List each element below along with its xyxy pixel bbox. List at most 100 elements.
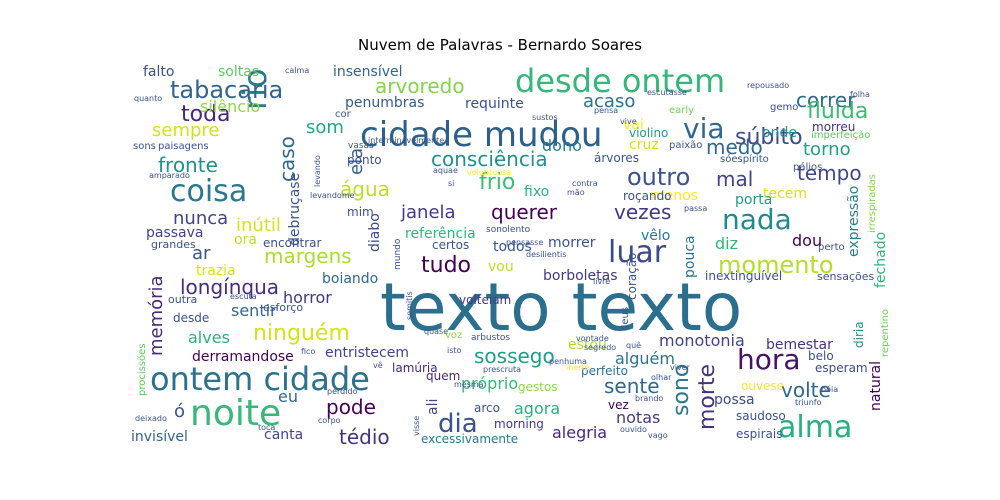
word: coração (625, 252, 639, 300)
word: vasas (348, 141, 374, 151)
word: mundo (393, 238, 403, 270)
word: passava (146, 225, 204, 241)
word: monotonia (659, 331, 745, 350)
word: falto (143, 64, 174, 80)
word: todos (493, 239, 532, 255)
word: quem (426, 369, 460, 383)
word: fixo (524, 184, 549, 200)
word: possa (714, 392, 755, 408)
word: bóia (821, 384, 838, 394)
word: voluptuosa (467, 168, 511, 177)
word: invisível (131, 429, 188, 445)
word: esforço (263, 301, 303, 314)
word: excessivamente (421, 432, 518, 446)
word: ar (192, 243, 211, 264)
word: trazia (196, 263, 236, 279)
word: perto (818, 242, 845, 253)
word: levandome (310, 191, 355, 200)
word: entristecem (325, 345, 409, 361)
word: sons (133, 141, 156, 152)
word: folha (850, 90, 870, 99)
word: via (683, 112, 725, 145)
word: violino (629, 126, 668, 140)
word: roçando (623, 189, 672, 203)
word: olhar (651, 373, 672, 382)
word: vou (488, 259, 514, 275)
word: súbito (735, 125, 803, 150)
word: ponto (347, 153, 382, 167)
word: sustos (532, 113, 558, 122)
word: cruz (629, 137, 659, 153)
word: certos (432, 238, 469, 252)
word: desde (173, 311, 209, 325)
word: sossego (474, 344, 555, 368)
word: medo (706, 135, 763, 159)
word: margens (264, 244, 352, 268)
word: imperfeição (811, 130, 870, 141)
word: espirais (736, 427, 782, 441)
word: inextinguível (705, 269, 782, 283)
word: mesma (454, 380, 484, 389)
word: passa (684, 204, 707, 213)
word: sempre (152, 120, 220, 141)
word: torno (803, 139, 851, 160)
word: tabacaria (170, 76, 283, 104)
word: dono (542, 136, 582, 155)
word: água (340, 177, 390, 201)
word: horror (283, 288, 332, 307)
word: volte (781, 378, 831, 402)
word: procissões (137, 343, 148, 396)
word: momento (718, 251, 834, 279)
word: hora (737, 343, 801, 376)
word: dia (438, 409, 478, 439)
word: arbustos (471, 333, 510, 343)
word: fluida (807, 99, 868, 124)
word: ela (346, 148, 367, 175)
word: sensações (817, 270, 874, 283)
word: quê (626, 340, 641, 350)
word: gemo (770, 102, 798, 113)
word: tecem (763, 186, 807, 202)
word: esperam (815, 361, 868, 375)
word: isto (447, 346, 462, 355)
word: tempo (797, 161, 862, 185)
word: alves (188, 328, 230, 347)
word: volteiam (459, 293, 511, 307)
word: amparado (149, 171, 190, 180)
word: ó (174, 401, 185, 422)
word: coisa (170, 174, 247, 209)
word: alma (778, 410, 852, 445)
word: fico (301, 347, 315, 356)
word: boiando (322, 271, 378, 287)
word: ontem cidade (150, 360, 370, 398)
word: árvores (594, 151, 639, 165)
word: dou (792, 231, 822, 250)
word: quanto (134, 94, 162, 103)
word: vive (620, 117, 637, 126)
word: referência (405, 226, 476, 242)
word: ninguém (253, 321, 350, 346)
word: deus (620, 307, 631, 331)
word: arco (474, 401, 500, 415)
word: toda (181, 102, 231, 127)
word: fechado (873, 232, 889, 288)
word: pensa (594, 106, 618, 115)
word: paixão (669, 140, 702, 151)
word: perdido (327, 387, 358, 396)
word: noite (190, 393, 281, 434)
word: tudo (421, 253, 471, 278)
word: luar (608, 235, 667, 270)
word: canta (264, 427, 303, 443)
word: toca (258, 423, 275, 432)
word: silêncio (200, 97, 260, 116)
word: rio (236, 68, 274, 110)
word: interminavelmente (368, 136, 444, 145)
word: vez (608, 398, 629, 412)
word: voz (445, 330, 462, 341)
word: ouvese (741, 379, 784, 393)
word: contra (572, 179, 598, 188)
word: ora (234, 232, 257, 248)
word: derramandose (192, 349, 294, 365)
word: sóespírito (720, 153, 769, 165)
